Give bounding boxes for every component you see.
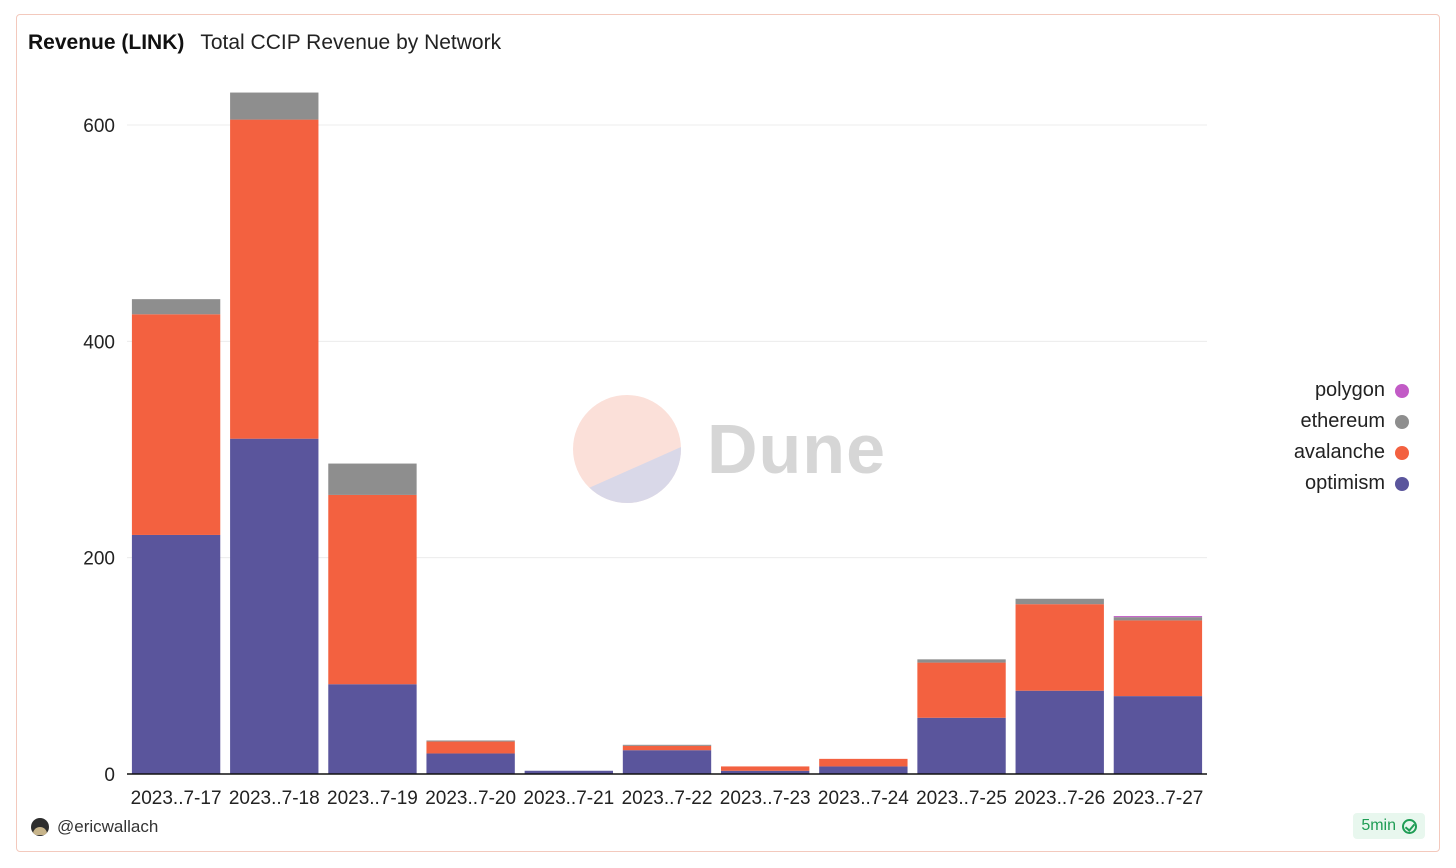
- bar-segment-avalanche: [426, 741, 515, 754]
- chart-card: Revenue (LINK) Total CCIP Revenue by Net…: [16, 14, 1440, 852]
- bar-segment-optimism: [426, 753, 515, 774]
- x-tick-label: 2023..7-24: [818, 788, 909, 809]
- legend-label: polygon: [1314, 379, 1385, 401]
- legend-item-optimism[interactable]: optimism: [1294, 468, 1409, 499]
- legend-dot-icon: [1395, 445, 1409, 460]
- bar-segment-ethereum: [131, 299, 221, 315]
- bar-segment-optimism: [721, 770, 810, 774]
- bar-segment-avalanche: [819, 758, 908, 767]
- x-tick-label: 2023..7-21: [523, 788, 614, 809]
- check-circle-icon: [1402, 818, 1417, 834]
- legend-dot-icon: [1395, 476, 1409, 491]
- avatar: [31, 818, 49, 836]
- bar-segment-avalanche: [622, 745, 712, 751]
- x-tick-label: 2023..7-17: [131, 788, 222, 809]
- legend-dot-icon: [1395, 383, 1409, 398]
- bar-segment-ethereum: [328, 463, 417, 495]
- refresh-interval: 5min: [1361, 817, 1396, 834]
- legend-dot-icon: [1395, 414, 1409, 429]
- bar-segment-optimism: [328, 684, 417, 774]
- x-tick-label: 2023..7-19: [327, 788, 418, 809]
- legend-item-polygon[interactable]: polygon: [1294, 375, 1409, 406]
- bar-segment-avalanche: [230, 119, 319, 439]
- bar-segment-polygon: [1113, 616, 1203, 618]
- chart-header: Revenue (LINK) Total CCIP Revenue by Net…: [28, 31, 501, 55]
- x-tick-label: 2023..7-20: [425, 788, 516, 809]
- author[interactable]: @ericwallach: [31, 817, 158, 837]
- y-tick-label: 400: [83, 332, 115, 353]
- bar-segment-optimism: [230, 438, 319, 774]
- bar-segment-avalanche: [721, 766, 810, 771]
- bar-segment-avalanche: [917, 662, 1006, 718]
- x-tick-label: 2023..7-26: [1014, 788, 1105, 809]
- bar-segment-optimism: [524, 770, 613, 774]
- bar-segment-optimism: [819, 766, 908, 774]
- legend: polygon ethereum avalanche optimism: [1294, 375, 1409, 499]
- bar-segment-ethereum: [622, 744, 712, 746]
- legend-label: optimism: [1304, 472, 1385, 494]
- bar-segment-optimism: [1113, 696, 1203, 774]
- bar-segment-optimism: [917, 717, 1006, 774]
- legend-label: ethereum: [1300, 410, 1386, 432]
- chart-title: Revenue (LINK): [28, 31, 185, 54]
- y-tick-label: 600: [83, 116, 115, 137]
- bar-segment-ethereum: [426, 740, 515, 742]
- bar-segment-ethereum: [230, 92, 319, 120]
- bar-segment-avalanche: [1015, 604, 1104, 691]
- author-username: @ericwallach: [57, 817, 159, 836]
- y-tick-label: 200: [83, 549, 115, 570]
- legend-item-ethereum[interactable]: ethereum: [1294, 406, 1409, 437]
- x-tick-label: 2023..7-27: [1112, 788, 1203, 809]
- refresh-badge[interactable]: 5min: [1353, 813, 1425, 839]
- x-tick-label: 2023..7-25: [916, 788, 1007, 809]
- stacked-bar-chart: 0 200 400 600 2023..7-17 2023..7-18 2023..7-19…: [83, 92, 1207, 809]
- x-tick-label: 2023..7-18: [229, 788, 320, 809]
- bar-segment-optimism: [131, 534, 221, 774]
- legend-label: avalanche: [1293, 441, 1385, 463]
- bar-segment-optimism: [622, 750, 712, 774]
- x-tick-label: 2023..7-23: [720, 788, 811, 809]
- bar-segment-avalanche: [328, 494, 417, 685]
- bar-segment-avalanche: [131, 314, 221, 535]
- y-tick-label: 0: [104, 765, 115, 786]
- bar-segment-ethereum: [1015, 598, 1104, 605]
- bar-segment-ethereum: [1113, 617, 1203, 621]
- bar-segment-avalanche: [1113, 620, 1203, 697]
- legend-item-avalanche[interactable]: avalanche: [1294, 437, 1409, 468]
- chart-subtitle: Total CCIP Revenue by Network: [200, 31, 502, 54]
- x-tick-label: 2023..7-22: [622, 788, 713, 809]
- bar-segment-ethereum: [917, 659, 1006, 663]
- bar-segment-optimism: [1015, 690, 1104, 774]
